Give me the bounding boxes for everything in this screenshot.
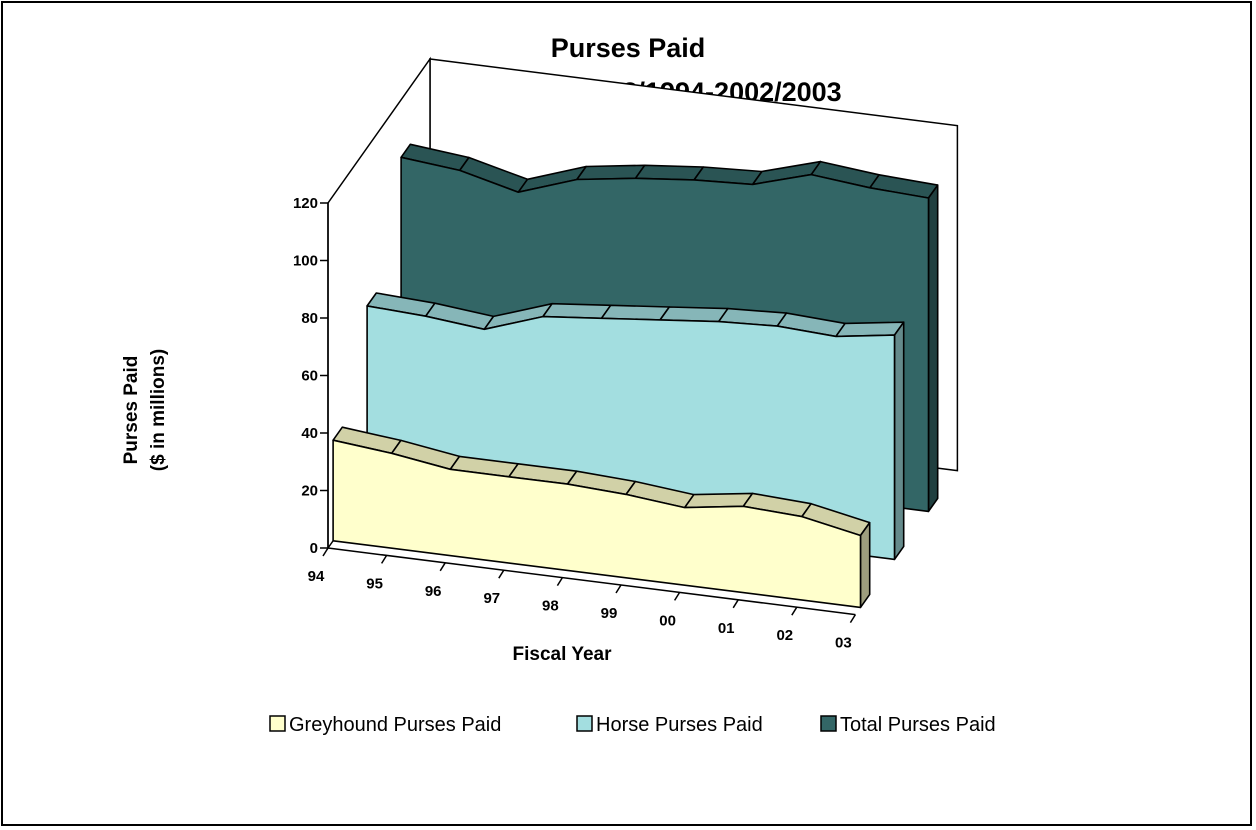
- x-tick-mark: [732, 599, 739, 609]
- legend-swatch: [269, 715, 286, 732]
- x-tick-label: 97: [483, 590, 500, 607]
- x-tick-label: 98: [542, 598, 559, 615]
- x-tick-label: 01: [718, 620, 735, 637]
- area-top-segment: [600, 304, 671, 321]
- x-tick-label: 02: [776, 627, 793, 644]
- x-tick-label: 96: [425, 583, 442, 600]
- y-tick-label: 40: [301, 425, 318, 442]
- legend-label: Greyhound Purses Paid: [289, 714, 501, 736]
- x-tick-label: 94: [308, 568, 325, 585]
- series-greyhound-purses-paid: [332, 426, 871, 609]
- legend-swatch: [576, 715, 593, 732]
- area-top-segment: [576, 164, 646, 181]
- y-axis: 0 20 40 60 80 100 120: [293, 195, 329, 557]
- y-tick-label: 100: [293, 253, 318, 270]
- legend: Greyhound Purses Paid Horse Purses Paid To…: [269, 714, 996, 736]
- x-tick-mark: [556, 577, 564, 586]
- x-tick-mark: [615, 584, 622, 594]
- y-axis-title-line-2: ($ in millions): [148, 349, 169, 471]
- area-end-cap: [859, 521, 871, 609]
- x-tick-label: 00: [659, 612, 676, 629]
- x-tick-label: 99: [601, 605, 618, 622]
- legend-label: Total Purses Paid: [840, 714, 996, 736]
- area-top-segment: [634, 164, 705, 181]
- x-tick-mark: [791, 606, 798, 616]
- chart-title-line-1: Purses Paid: [551, 33, 706, 63]
- x-tick-mark: [673, 592, 681, 601]
- x-axis: 94 95 96 97 98 99 00 01 02 03: [308, 547, 857, 652]
- x-tick-mark: [439, 562, 446, 572]
- x-tick-mark: [498, 569, 505, 579]
- x-tick-mark: [380, 555, 388, 564]
- area-end-cap: [893, 321, 905, 561]
- legend-label: Horse Purses Paid: [596, 714, 763, 736]
- area-front-face: [332, 439, 862, 609]
- x-axis-line: [327, 547, 856, 616]
- area-end-cap: [927, 184, 939, 513]
- area-top-segment: [683, 492, 754, 509]
- x-tick-mark: [849, 614, 857, 623]
- legend-swatch: [820, 715, 837, 732]
- series-layer: [332, 143, 939, 609]
- y-tick-label: 0: [310, 540, 318, 557]
- y-tick-label: 120: [293, 195, 318, 212]
- y-tick-label: 60: [301, 368, 318, 385]
- x-axis-title: Fiscal Year: [513, 644, 613, 665]
- area-top-segment: [835, 321, 905, 338]
- y-tick-label: 20: [301, 483, 318, 500]
- x-tick-label: 95: [366, 575, 383, 592]
- y-tick-label: 80: [301, 310, 318, 327]
- x-tick-mark: [322, 547, 329, 557]
- x-tick-label: 03: [835, 635, 852, 652]
- y-axis-title-line-1: Purses Paid: [121, 356, 142, 465]
